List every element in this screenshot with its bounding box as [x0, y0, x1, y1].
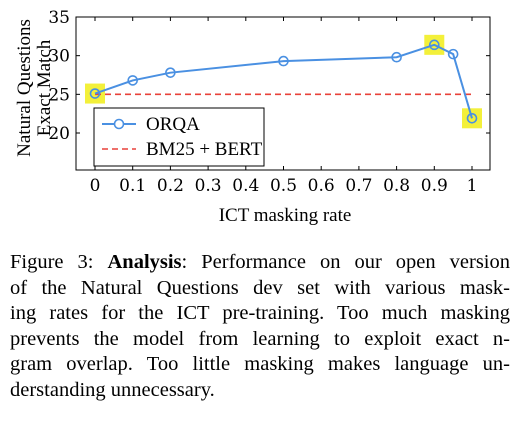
- x-tick-label: 0.9: [421, 176, 448, 196]
- orqa-point: [391, 51, 402, 63]
- x-tick-label: 0.3: [195, 176, 222, 196]
- y-axis-label-line-2: Exact Match: [34, 39, 55, 136]
- y-axis-label-line-1: Natural Questions: [14, 19, 35, 157]
- x-tick-label: 1: [467, 176, 478, 196]
- orqa-point: [278, 55, 289, 67]
- orqa-point: [165, 67, 176, 78]
- y-tick-label: 35: [48, 8, 70, 28]
- x-tick-label: 0.6: [308, 176, 335, 196]
- orqa-point: [428, 39, 440, 51]
- orqa-point: [89, 88, 101, 99]
- x-tick-label: 0: [90, 176, 101, 196]
- x-tick-label: 0.7: [345, 176, 372, 196]
- y-axis-ticks: 20 25 30 35: [48, 8, 490, 144]
- orqa-point: [466, 113, 478, 124]
- legend: ORQA BM25 + BERT: [93, 107, 265, 167]
- y-tick-label: 25: [48, 85, 70, 105]
- y-axis-label: Natural Questions Exact Match: [14, 19, 55, 157]
- x-axis-label: ICT masking rate: [219, 205, 352, 226]
- caption-line: derstanding unnecessary.: [10, 378, 215, 401]
- legend-box: [93, 107, 265, 167]
- caption-line: Figure 3: Analysis: Performance on our o…: [10, 250, 510, 276]
- legend-orqa-marker: [113, 118, 125, 130]
- legend-bm25-label: BM25 + BERT: [146, 139, 263, 160]
- caption-bold-title: Analysis: [107, 251, 182, 273]
- orqa-line: [94, 43, 473, 119]
- caption-figure-label: Figure 3:: [10, 251, 108, 273]
- x-tick-label: 0.5: [270, 176, 297, 196]
- x-tick-label: 0.1: [119, 176, 146, 196]
- legend-orqa-label: ORQA: [146, 114, 200, 135]
- caption-line: of the Natural Questions dev set with va…: [10, 276, 510, 299]
- x-tick-label: 0.2: [157, 176, 184, 196]
- caption-text: : Performance on our open version: [181, 251, 511, 273]
- series-layer: [85, 34, 482, 129]
- x-axis-ticks: 0 0.1 0.2 0.3 0.4 0.5 0.6 0.7 0.8 0.9 1: [90, 17, 478, 196]
- y-tick-label: 20: [48, 124, 70, 144]
- x-tick-label: 0.8: [383, 176, 410, 196]
- caption-line: gram overlap. Too little masking makes l…: [10, 353, 510, 375]
- line-chart: Natural Questions Exact Match 20 25 30 35 0…: [14, 8, 491, 226]
- caption-line: prevents the model from learning to expl…: [10, 327, 510, 350]
- x-tick-label: 0.4: [232, 176, 259, 196]
- y-tick-label: 30: [48, 47, 70, 67]
- orqa-point: [127, 75, 138, 86]
- figure-caption: Figure 3: Analysis: Performance on our o…: [10, 250, 510, 403]
- caption-line: ing rates for the ICT pre-training. Too …: [10, 302, 510, 324]
- highlight-marker: [462, 108, 482, 129]
- orqa-point: [447, 48, 459, 60]
